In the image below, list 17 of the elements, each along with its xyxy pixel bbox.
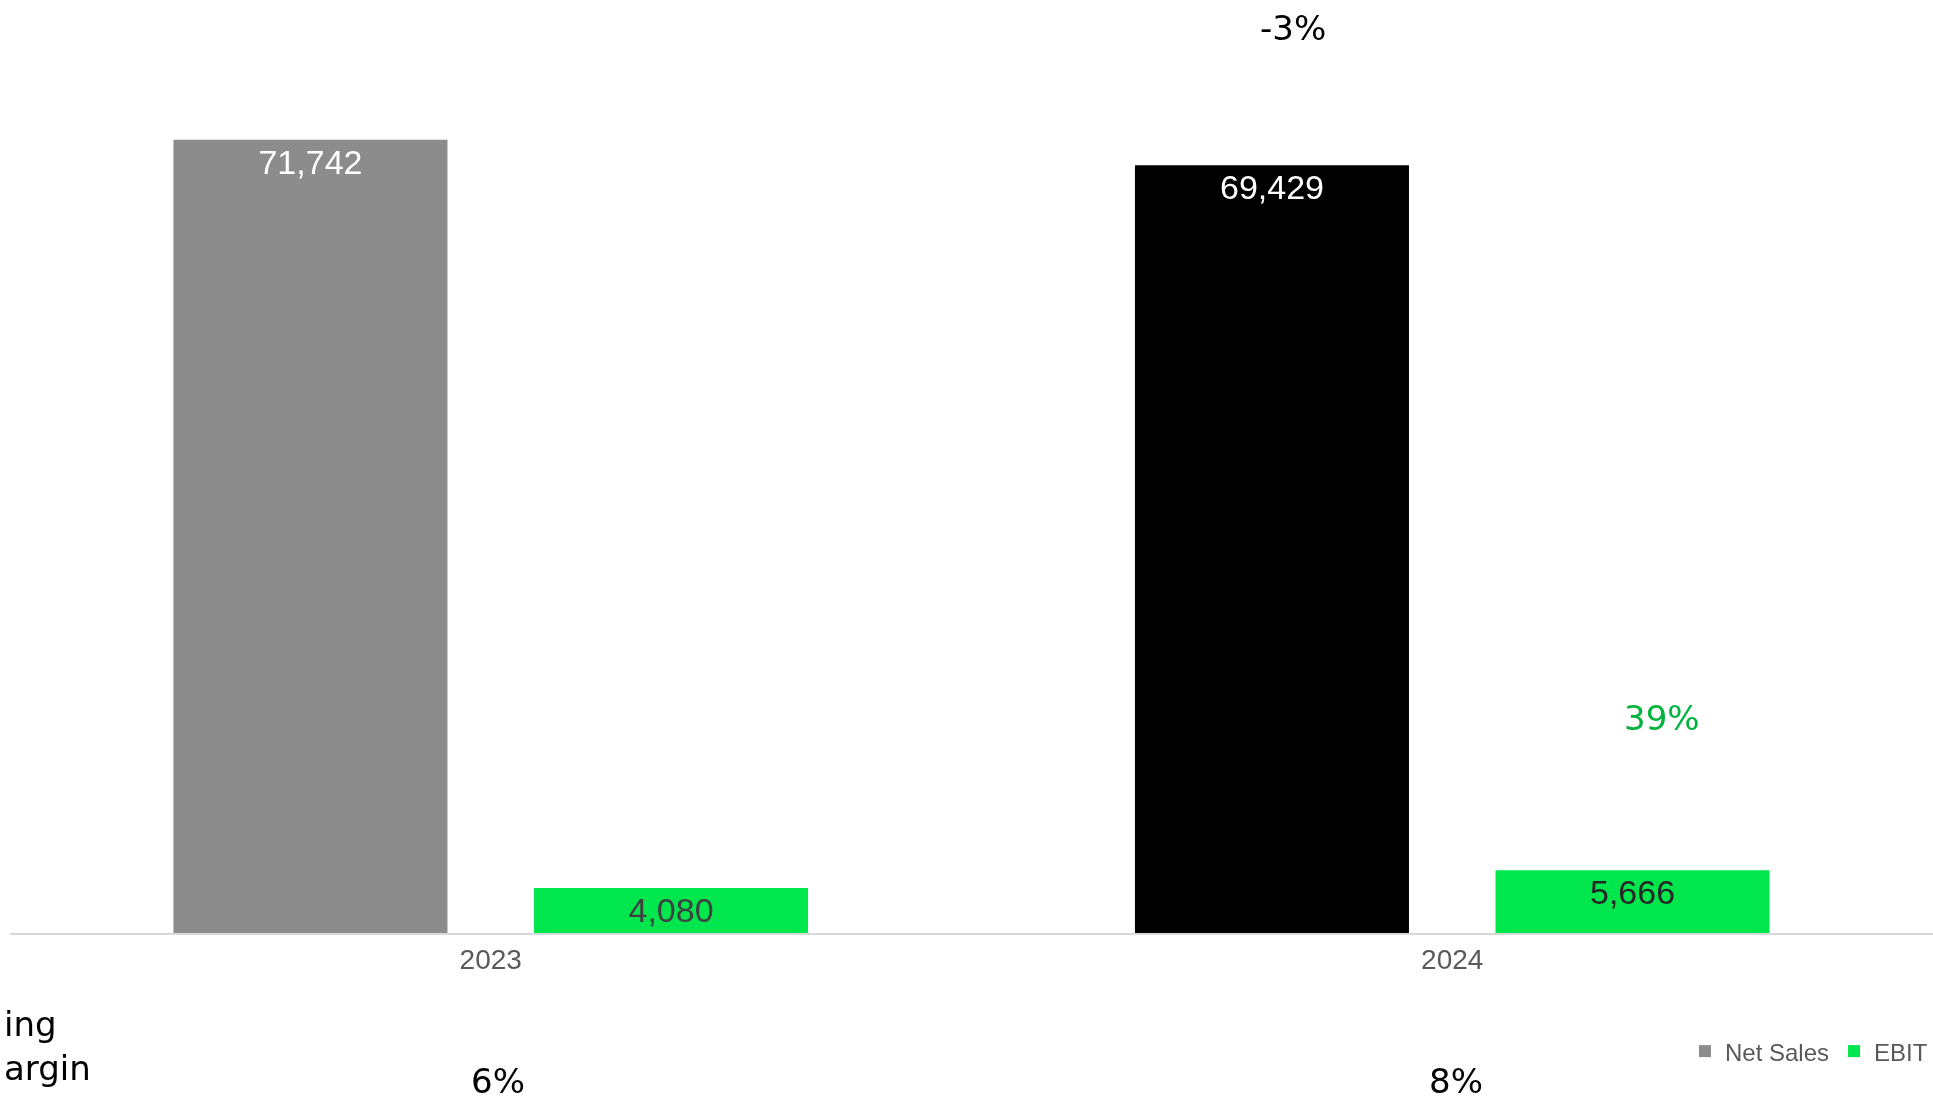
legend-label: EBIT <box>1874 1038 1928 1066</box>
text: -3% <box>1260 8 1327 48</box>
data-label: 71,742 <box>258 142 363 181</box>
x-tick-label: 2023 <box>459 943 522 975</box>
legend-label: Net Sales <box>1725 1038 1830 1066</box>
data-label: 4,080 <box>628 890 714 929</box>
annotation: 39% <box>1624 698 1700 738</box>
text: ing argin <box>4 1004 91 1089</box>
data-label: 69,429 <box>1219 168 1324 207</box>
bar <box>1495 870 1770 933</box>
data-label: 5,666 <box>1589 873 1676 912</box>
bar <box>534 887 809 933</box>
text: 8% <box>1429 1061 1483 1099</box>
x-tick-label: 2024 <box>1421 943 1484 975</box>
bar <box>1134 165 1409 933</box>
bar <box>173 139 448 933</box>
text: 6% <box>471 1061 525 1099</box>
